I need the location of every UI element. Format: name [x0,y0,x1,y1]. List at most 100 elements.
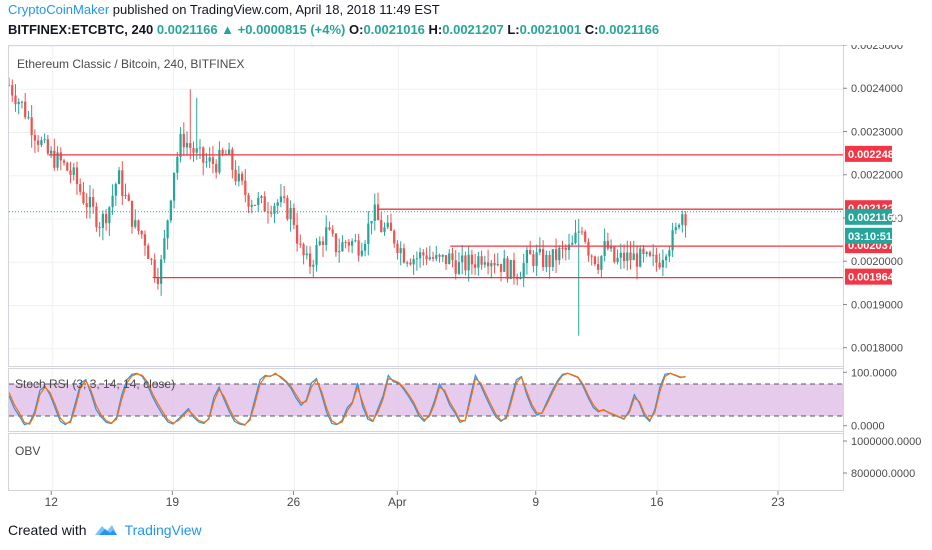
candle-body [140,230,143,235]
price-change: +0.0000815 (+4%) [237,22,346,37]
low-value: 0.0021001 [519,22,582,37]
price-axis[interactable]: 0.0025000 0.0024000 0.0023000 0.0022000 0.00… [843,45,932,491]
price-tick-label: 0.0018000 [851,343,903,355]
countdown-badge-bg [845,227,892,244]
candle-body [535,252,538,266]
candle-body [389,222,393,231]
candle-body [441,254,444,257]
candle-body [338,251,341,253]
time-tick-label: 23 [771,495,785,509]
candle-body [677,224,681,228]
candle-body [645,252,648,254]
candle-body [435,254,438,259]
candle-body [661,260,665,268]
candle-body [195,148,198,153]
candle-body [137,220,140,231]
current-price-badge: 0.0021166 [848,212,899,224]
candle-body [367,223,370,244]
candle-body [172,172,176,201]
candle-body [257,197,260,206]
candle-body [622,252,626,262]
time-tick-label: 16 [650,495,664,509]
candle-body [587,241,590,256]
high-label: H: [428,22,443,37]
candle-body [626,252,629,262]
candle-body [176,156,179,173]
candle-body [221,149,224,154]
candle-body [253,204,257,206]
candle-body [461,255,464,263]
candle-body [493,263,496,266]
candle-body [27,117,30,119]
candle-body [674,227,677,231]
stoch-rsi-panel[interactable]: Stoch RSI (3, 3, 14, 14, close) [8,368,844,432]
tradingview-brand[interactable]: TradingView [124,522,202,538]
candle-body [33,135,37,141]
candle-body [464,255,467,271]
stoch-band [9,383,843,417]
candle-body [655,254,658,263]
candle-body [512,260,516,277]
candle-body [525,249,529,264]
price-panel[interactable]: Ethereum Classic / Bitcoin, 240, BITFINE… [7,45,844,367]
candle-body [56,152,59,168]
candle-body [483,262,486,265]
low-label: L: [507,22,520,37]
price-chart[interactable] [7,45,843,366]
candle-body [101,213,104,228]
candle-body [215,163,218,173]
candle-body [117,170,121,185]
candle-body [121,170,124,197]
candle-body [20,101,24,103]
candle-body [619,252,622,258]
candle-body [30,117,33,136]
obv-panel-title: OBV [15,444,41,458]
candle-body [590,255,593,257]
symbol-label: BITFINEX:ETCBTC, 240 [8,22,154,37]
candle-body [237,173,240,182]
candle-body [11,85,14,96]
candle-body [82,191,85,204]
candle-body [247,195,250,207]
stoch-rsi-chart[interactable] [8,369,843,431]
candle-body [406,262,409,264]
time-tick-label: 12 [45,495,59,509]
candle-body [561,247,564,249]
time-tick-label: Apr [388,495,407,509]
candle-body [244,180,247,196]
time-axis[interactable]: 12 19 26 Apr 9 16 23 [8,491,932,513]
candle-body [354,240,357,242]
candle-body [396,243,399,254]
candle-body [360,250,363,256]
stoch-tick-label: 0.0000 [851,421,885,433]
candle-body [376,204,380,221]
up-arrow-icon: ▲ [221,22,235,37]
candle-body [279,196,283,203]
obv-panel[interactable]: OBV [8,433,844,491]
obv-chart[interactable] [9,434,843,490]
open-value: 0.0021016 [363,22,425,37]
author-link[interactable]: CryptoCoinMaker [8,2,110,17]
candle-body [684,214,687,226]
candle-body [211,157,215,164]
candle-body [418,252,422,259]
candle-body [72,167,75,175]
candle-body [283,196,286,198]
candle-body [302,244,305,256]
candle-body [613,246,616,263]
candle-body [658,262,661,268]
candle-body [134,220,137,227]
candle-body [185,143,189,148]
candle-body [571,242,574,245]
candle-body [49,150,53,154]
candle-body [509,260,512,279]
candle-body [85,203,88,208]
candle-body [59,152,62,161]
tradingview-logo-icon [94,525,117,535]
candle-body [308,253,312,267]
candle-body [228,149,231,155]
candle-body [218,149,221,173]
candle-body [147,245,150,259]
candle-body [88,197,92,208]
candle-body [318,241,321,245]
